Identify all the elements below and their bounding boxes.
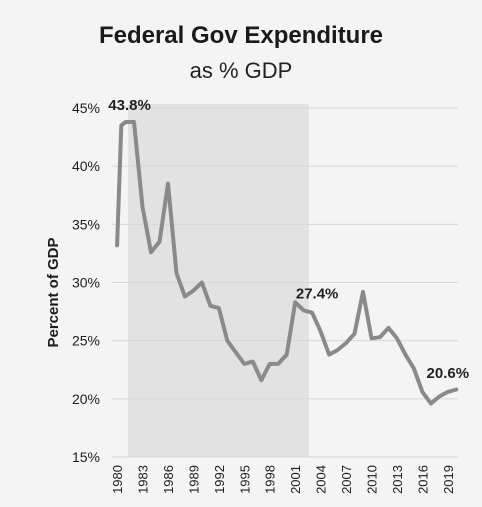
x-tick-label: 1995 bbox=[237, 465, 252, 494]
y-axis-label: Percent of GDP bbox=[45, 237, 62, 347]
y-tick-label: 35% bbox=[72, 216, 100, 232]
y-tick-label: 45% bbox=[72, 100, 100, 116]
x-tick-label: 2001 bbox=[288, 465, 303, 494]
chart-title: Federal Gov Expenditure bbox=[98, 22, 384, 49]
y-tick-label: 40% bbox=[72, 158, 100, 174]
y-tick-label: 15% bbox=[72, 449, 100, 465]
x-tick-label: 2013 bbox=[390, 465, 405, 494]
y-tick-label: 30% bbox=[72, 275, 100, 291]
x-tick-label: 1998 bbox=[263, 465, 278, 494]
x-tick-label: 2007 bbox=[339, 465, 354, 494]
x-tick-label: 1992 bbox=[212, 465, 227, 494]
y-tick-label: 25% bbox=[72, 333, 100, 349]
data-label: 43.8% bbox=[108, 97, 151, 114]
shaded-period-band bbox=[128, 104, 309, 457]
x-tick-label: 2004 bbox=[314, 465, 329, 494]
x-tick-label: 2016 bbox=[415, 465, 430, 494]
annotations: 43.8% 27.4% 20.6% bbox=[108, 97, 469, 382]
x-tick-label: 1986 bbox=[161, 465, 176, 494]
x-tick-label: 2019 bbox=[441, 465, 456, 494]
x-tick-label: 2010 bbox=[365, 465, 380, 494]
data-label: 20.6% bbox=[427, 365, 470, 382]
y-tick-label: 20% bbox=[72, 391, 100, 407]
x-axis-ticks: 1980 1983 1986 1989 1992 1995 1998 2001 2004 2007… bbox=[110, 465, 456, 494]
series-line bbox=[115, 120, 459, 406]
y-axis-ticks: 15% 20% 25% 30% 35% 40% 45% bbox=[72, 100, 100, 465]
x-tick-label: 1980 bbox=[110, 465, 125, 494]
x-tick-label: 1989 bbox=[186, 465, 201, 494]
chart-subtitle: as % GDP bbox=[189, 58, 293, 83]
x-tick-label: 1983 bbox=[136, 465, 151, 494]
data-label: 27.4% bbox=[296, 286, 339, 303]
series-group bbox=[115, 120, 459, 406]
